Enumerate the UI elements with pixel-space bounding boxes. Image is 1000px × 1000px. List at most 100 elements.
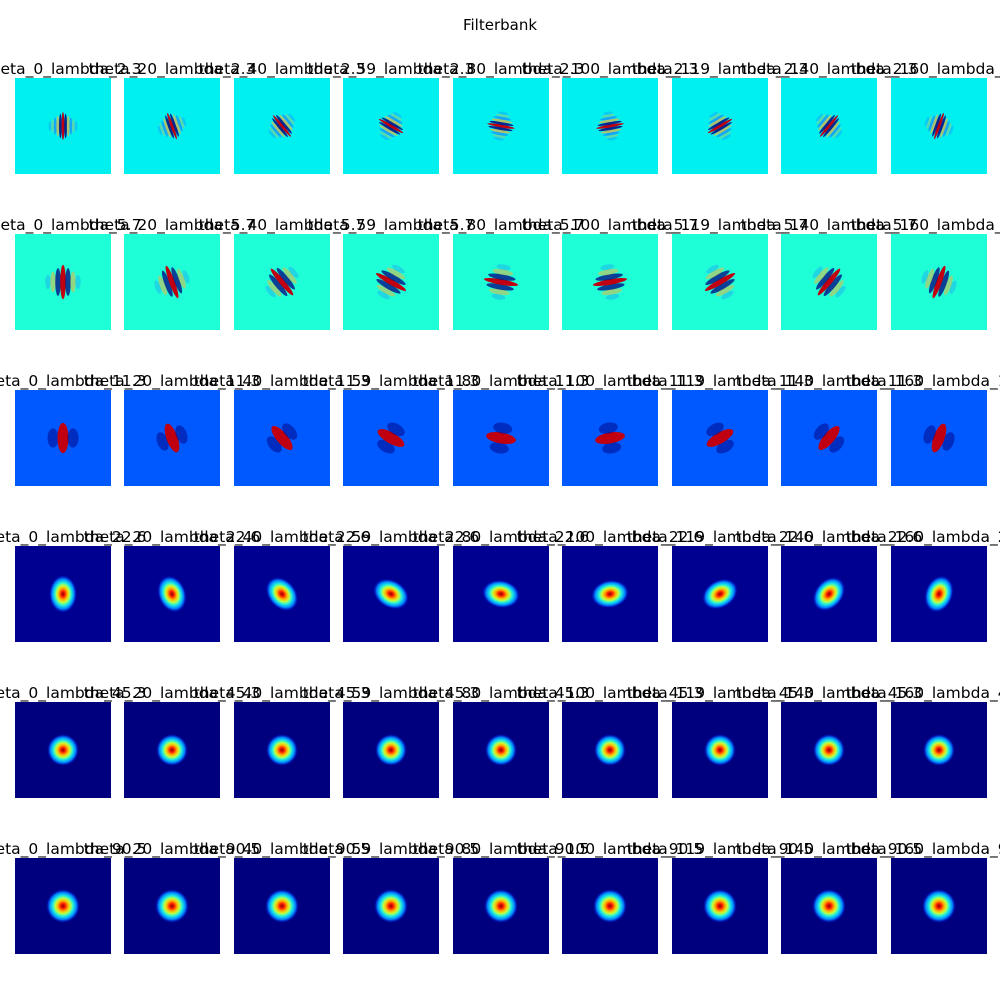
filter-kernel-image (891, 390, 987, 486)
filter-label: theta_140_lambda_5.7 (740, 216, 918, 234)
filter-kernel-image (781, 78, 877, 174)
filter-label: theta_0_lambda_11.3 (0, 372, 147, 390)
filter-kernel-image (672, 546, 768, 642)
filter-kernel-image (15, 390, 111, 486)
filter-kernel-image (15, 858, 111, 954)
filter-label: theta_40_lambda_22.6 (193, 528, 371, 546)
filter-label: theta_59_lambda_2.3 (307, 60, 475, 78)
filter-label: theta_119_lambda_45.3 (626, 684, 814, 702)
filter-label: theta_40_lambda_11.3 (193, 372, 371, 390)
filter-label: theta_0_lambda_90.5 (0, 840, 147, 858)
filter-label: theta_140_lambda_11.3 (735, 372, 923, 390)
filter-kernel-image (453, 390, 549, 486)
filter-kernel-image (891, 546, 987, 642)
filter-label: theta_80_lambda_22.6 (412, 528, 590, 546)
filter-label: theta_80_lambda_45.3 (412, 684, 590, 702)
filter-label: theta_100_lambda_5.7 (521, 216, 699, 234)
filter-label: theta_160_lambda_11.3 (845, 372, 1000, 390)
filter-kernel-image (891, 234, 987, 330)
filter-kernel-image (781, 390, 877, 486)
filter-label: theta_80_lambda_2.3 (417, 60, 585, 78)
filter-label: theta_40_lambda_5.7 (198, 216, 366, 234)
filter-label: theta_80_lambda_90.5 (412, 840, 590, 858)
filter-kernel-image (234, 234, 330, 330)
filter-label: theta_0_lambda_45.3 (0, 684, 147, 702)
filter-kernel-image (672, 390, 768, 486)
filter-label: theta_140_lambda_45.3 (735, 684, 923, 702)
filter-label: theta_59_lambda_45.3 (302, 684, 480, 702)
filter-kernel-image (891, 702, 987, 798)
filter-kernel-image (453, 858, 549, 954)
filter-label: theta_40_lambda_45.3 (193, 684, 371, 702)
filter-kernel-image (562, 546, 658, 642)
filter-label: theta_80_lambda_5.7 (417, 216, 585, 234)
filter-kernel-image (343, 390, 439, 486)
filter-label: theta_140_lambda_22.6 (735, 528, 923, 546)
filter-kernel-image (453, 78, 549, 174)
filter-kernel-image (672, 702, 768, 798)
filter-label: theta_40_lambda_90.5 (193, 840, 371, 858)
filter-kernel-image (672, 78, 768, 174)
filter-label: theta_119_lambda_5.7 (631, 216, 809, 234)
filter-label: theta_119_lambda_11.3 (626, 372, 814, 390)
filter-kernel-image (15, 78, 111, 174)
filter-kernel-image (124, 702, 220, 798)
filter-kernel-image (562, 858, 658, 954)
filter-kernel-image (343, 234, 439, 330)
filter-kernel-image (672, 234, 768, 330)
filter-kernel-image (124, 390, 220, 486)
filter-kernel-image (343, 858, 439, 954)
filter-kernel-image (234, 390, 330, 486)
filter-kernel-image (124, 78, 220, 174)
filter-label: theta_59_lambda_11.3 (302, 372, 480, 390)
filter-label: theta_119_lambda_22.6 (626, 528, 814, 546)
filter-label: theta_20_lambda_90.5 (83, 840, 261, 858)
filter-label: theta_20_lambda_5.7 (88, 216, 256, 234)
filter-kernel-image (453, 234, 549, 330)
filter-kernel-image (15, 546, 111, 642)
filter-kernel-image (343, 78, 439, 174)
filter-label: theta_80_lambda_11.3 (412, 372, 590, 390)
filter-kernel-image (781, 546, 877, 642)
filter-label: theta_100_lambda_2.3 (521, 60, 699, 78)
filter-label: theta_100_lambda_45.3 (516, 684, 704, 702)
filter-label: theta_59_lambda_22.6 (302, 528, 480, 546)
filter-kernel-image (781, 858, 877, 954)
filter-label: theta_59_lambda_5.7 (307, 216, 475, 234)
filter-kernel-image (234, 546, 330, 642)
filter-kernel-image (124, 234, 220, 330)
filter-label: theta_0_lambda_5.7 (0, 216, 142, 234)
filter-label: theta_160_lambda_5.7 (850, 216, 1000, 234)
filter-label: theta_59_lambda_90.5 (302, 840, 480, 858)
filter-kernel-image (343, 702, 439, 798)
filter-kernel-image (124, 546, 220, 642)
filter-label: theta_119_lambda_2.3 (631, 60, 809, 78)
filter-kernel-image (672, 858, 768, 954)
filter-label: theta_160_lambda_2.3 (850, 60, 1000, 78)
filter-kernel-image (891, 858, 987, 954)
filter-kernel-image (234, 78, 330, 174)
filter-kernel-image (562, 234, 658, 330)
filter-kernel-image (781, 702, 877, 798)
filter-label: theta_160_lambda_22.6 (845, 528, 1000, 546)
filter-kernel-image (15, 234, 111, 330)
filter-label: theta_0_lambda_22.6 (0, 528, 147, 546)
filter-label: theta_160_lambda_90.5 (845, 840, 1000, 858)
filter-label: theta_160_lambda_45.3 (845, 684, 1000, 702)
filter-kernel-image (453, 702, 549, 798)
filter-kernel-image (15, 702, 111, 798)
filter-kernel-image (781, 234, 877, 330)
figure-title: Filterbank (462, 16, 538, 34)
filter-label: theta_100_lambda_90.5 (516, 840, 704, 858)
filter-kernel-image (124, 858, 220, 954)
filter-label: theta_140_lambda_2.3 (740, 60, 918, 78)
filter-label: theta_20_lambda_11.3 (83, 372, 261, 390)
filter-label: theta_20_lambda_2.3 (88, 60, 256, 78)
filter-kernel-image (562, 702, 658, 798)
filter-label: theta_140_lambda_90.5 (735, 840, 923, 858)
filter-kernel-image (234, 702, 330, 798)
filter-kernel-image (343, 546, 439, 642)
filter-label: theta_119_lambda_90.5 (626, 840, 814, 858)
filter-label: theta_100_lambda_22.6 (516, 528, 704, 546)
filter-kernel-image (453, 546, 549, 642)
